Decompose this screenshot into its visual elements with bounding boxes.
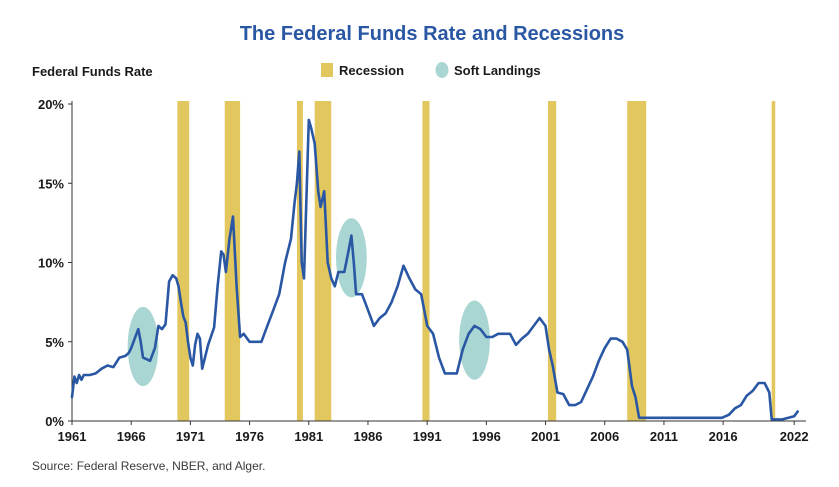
x-tick-label-5: 1986 [354,429,383,444]
x-tick-label-6: 1991 [413,429,442,444]
recession-band-7 [771,101,776,421]
x-tick-label-4: 1981 [294,429,323,444]
y-tick-label-1: 5% [45,335,64,350]
x-tick-labels: 1961 1966 1971 1976 1981 1986 1991 1996 2001 2006… [58,429,809,444]
soft-landing-marker-1 [336,218,367,298]
x-tick-label-1: 1966 [117,429,146,444]
legend-soft-landing-label: Soft Landings [454,63,541,78]
soft-landing-marker-0 [127,306,159,387]
x-tick-label-9: 2006 [590,429,619,444]
source-note: Source: Federal Reserve, NBER, and Alger… [32,459,265,473]
legend: Recession Soft Landings [321,62,541,78]
y-tick-label-3: 15% [38,176,64,191]
y-tick-label-4: 20% [38,97,64,112]
recession-band-2 [296,101,303,421]
legend-soft-landing-swatch [435,62,449,78]
rate-line-0 [70,118,800,421]
recession-band-4 [422,101,430,421]
x-tick-label-11: 2016 [709,429,738,444]
y-tick-label-2: 10% [38,256,64,271]
recession-band-0 [177,101,190,421]
rate-series [70,118,800,421]
chart-title: The Federal Funds Rate and Recessions [240,23,625,45]
soft-landing-marker-2 [459,300,490,380]
x-tick-label-8: 2001 [531,429,560,444]
recession-band-6 [627,101,647,421]
legend-recession-swatch [321,63,333,77]
x-tick-label-2: 1971 [176,429,205,444]
x-tick-label-7: 1996 [472,429,501,444]
axes [68,101,806,425]
y-axis-label: Federal Funds Rate [32,64,153,79]
x-tick-label-3: 1976 [235,429,264,444]
recession-band-1 [224,101,241,421]
legend-recession-label: Recession [339,63,404,78]
recession-band-3 [314,101,332,421]
y-tick-labels: 0% 5% 10% 15% 20% [38,97,64,429]
x-tick-label-0: 1961 [58,429,87,444]
y-tick-label-0: 0% [45,414,64,429]
x-tick-label-10: 2011 [650,429,678,444]
recession-band-5 [547,101,557,421]
recession-bands [177,101,776,421]
soft-landing-markers [127,218,490,387]
x-tick-label-12: 2022 [780,429,809,444]
